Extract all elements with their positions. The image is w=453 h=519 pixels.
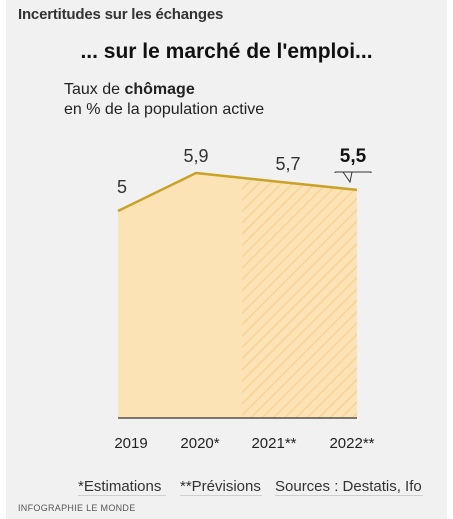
footnote-sources: Sources : Destatis, Ifo	[275, 478, 422, 495]
value-label-2020: 5,9	[183, 146, 208, 166]
footnote-underline-estimations	[78, 495, 166, 496]
footnote-estimations: *Estimations	[78, 478, 162, 495]
x-tick-label-2022: 2022**	[329, 435, 374, 452]
credit: INFOGRAPHIE LE MONDE	[18, 503, 136, 513]
chart-subtitle: ... sur le marché de l'emploi...	[80, 40, 373, 63]
x-tick-label-2020: 2020*	[180, 435, 219, 452]
section-header: Incertitudes sur les échanges	[18, 6, 224, 23]
value-label-2021: 5,7	[275, 154, 300, 174]
description-bold: chômage	[124, 81, 195, 98]
value-label-2022: 5,5	[340, 146, 367, 167]
footnote-underline-previsions	[180, 495, 262, 496]
x-tick-label-2021: 2021**	[251, 435, 296, 452]
area-fill-hatched	[242, 177, 357, 418]
chart-description: Taux de chômage en % de la population ac…	[64, 80, 264, 120]
area-fill-solid	[118, 173, 242, 418]
footnote-previsions: **Prévisions	[180, 478, 261, 495]
highlight-callout	[334, 171, 372, 184]
description-prefix: Taux de	[64, 81, 125, 98]
series-line	[117, 171, 358, 213]
value-label-2019: 5	[117, 177, 127, 197]
x-tick-label-2019: 2019	[114, 435, 147, 452]
description-line2: en % de la population active	[64, 101, 265, 118]
footnote-underline-sources	[275, 495, 423, 496]
